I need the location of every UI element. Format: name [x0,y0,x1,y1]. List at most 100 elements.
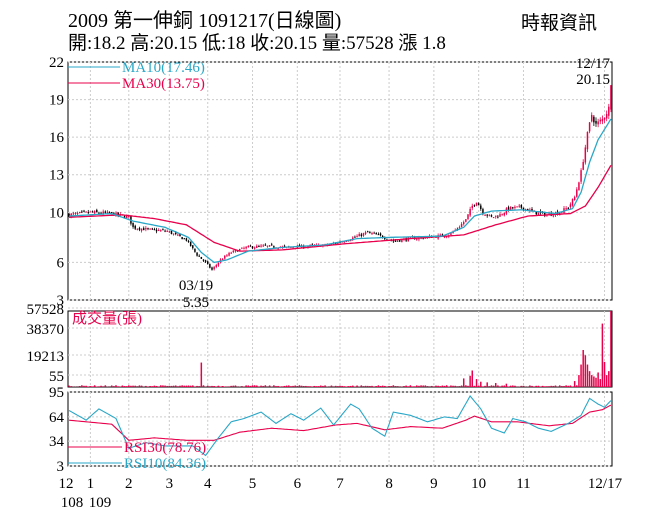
volume-bar [450,385,452,387]
candle-body [601,119,604,122]
rsi-axis-tick-1: 64 [49,410,65,426]
volume-bar [388,385,390,387]
candle-body [582,162,584,170]
volume-bar [78,386,81,387]
legend-rsi-1: RSI10(84.36) [124,456,206,472]
volume-bar [228,386,230,387]
candle-body [213,266,215,270]
volume-bar [384,385,386,387]
candle-body [480,205,482,209]
volume-bar [236,386,239,387]
volume-bar [492,385,495,387]
volume-bar [424,385,427,387]
candle-body [151,228,154,230]
volume-bar [473,385,476,387]
volume-bar [360,385,363,387]
volume-bar [322,385,324,387]
volume-bar [83,385,85,387]
volume-bar [181,385,183,387]
volume-bar [486,382,488,387]
candle-body [311,244,314,246]
volume-bar [396,386,399,387]
candle-body [224,255,226,259]
candle-body [87,212,90,214]
candle-body [467,214,469,220]
volume-bar [317,386,320,387]
price-axis-tick-6: 3 [57,293,65,309]
volume-bar [430,385,433,387]
volume-bar [213,386,215,387]
volume-bar [298,385,301,387]
volume-bar [366,385,369,387]
volume-bar [531,385,533,387]
candle-body [356,235,358,237]
volume-bar [198,386,200,387]
candle-body [132,222,134,227]
volume-bar [567,385,570,387]
volume-bar [465,385,467,387]
candle-body [337,242,339,245]
candle-body [488,214,491,216]
candle-body [537,212,540,216]
candle-body [93,211,96,214]
candle-body [358,234,360,237]
volume-bar [98,386,100,387]
candle-body [580,170,582,182]
x-tick-label-9: 9 [430,476,438,492]
candle-body [416,238,418,240]
candle-body [501,214,503,216]
candle-body [236,250,239,252]
x-tick-label-8: 8 [385,476,393,492]
candle-body [290,247,292,249]
candle-body [83,210,85,212]
candle-body [584,147,587,163]
volume-bar [341,385,343,387]
volume-bar [130,385,132,387]
volume-bar [610,311,612,387]
volume-bar [597,372,599,387]
candle-body [185,238,188,241]
candle-body [381,235,384,238]
volume-bar [149,385,151,387]
volume-bar [85,385,87,387]
candle-body [200,256,203,259]
candle-body [552,215,555,217]
candle-body [460,223,463,227]
volume-bar [132,385,134,387]
candle-body [484,214,486,216]
candle-body [170,230,173,234]
candle-body [509,206,512,210]
volume-bar [164,385,166,387]
candle-body [155,229,158,232]
volume-bar [454,385,456,387]
ma10-line [69,118,612,264]
candle-body [85,211,87,213]
volume-bar [211,385,213,387]
volume-bar [550,385,552,387]
candle-body [196,252,198,256]
source-label: 時報資訊 [521,13,598,34]
candle-body [522,207,525,211]
volume-bar [362,386,365,387]
volume-bar [253,385,256,387]
volume-bar [499,386,501,387]
volume-axis-tick-1: 38370 [27,322,65,338]
volume-bar [484,385,486,387]
candle-body [89,211,92,213]
volume-bar [110,385,113,387]
volume-bar [155,385,158,387]
volume-bar [106,386,109,387]
volume-bar [162,385,164,387]
volume-bar [81,385,83,387]
candle-body [450,232,452,235]
candle-body [270,244,273,246]
candle-body [172,233,175,235]
candle-body [98,212,100,214]
candle-body [458,227,461,229]
volume-bar [480,381,482,387]
volume-bar [349,385,352,387]
candle-body [232,250,235,253]
candle-body [140,228,143,231]
volume-bar [334,385,337,387]
candle-body [241,247,243,249]
